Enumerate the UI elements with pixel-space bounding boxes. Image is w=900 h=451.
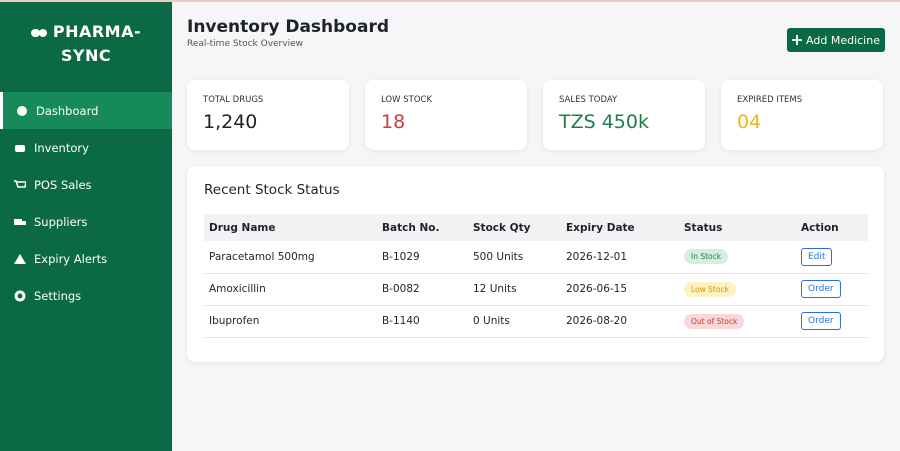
column-header: Batch No. <box>377 214 468 241</box>
nav-label: Suppliers <box>34 214 88 229</box>
brand-line: PHARMA- <box>0 20 172 44</box>
status-pill: Out of Stock <box>684 313 745 329</box>
stat-value: 18 <box>381 111 406 133</box>
column-header: Expiry Date <box>561 214 679 241</box>
table-cell: 2026-06-15 <box>561 273 679 306</box>
table-cell: Low Stock <box>679 273 796 306</box>
nav-item[interactable]: Expiry Alerts <box>0 240 172 277</box>
table-cell: B-1029 <box>377 241 468 274</box>
stat-label: Sales Today <box>559 95 618 105</box>
brand-text: SYNC <box>60 46 112 65</box>
table-cell: B-0082 <box>377 273 468 306</box>
column-header: Status <box>679 214 796 241</box>
table-row: Amoxicillin B-0082 12 Units 2026-06-15 Low S… <box>204 273 868 306</box>
nav-icon <box>14 253 26 264</box>
nav-label: POS Sales <box>34 177 92 192</box>
nav-label: Settings <box>34 288 82 303</box>
table-cell: 2026-08-20 <box>561 305 679 338</box>
nav-item[interactable]: Suppliers <box>0 203 172 240</box>
column-header: Stock Qty <box>468 214 561 241</box>
action-button[interactable]: Edit <box>801 247 833 266</box>
table-cell: Out of Stock <box>679 305 796 338</box>
column-header: Action <box>796 214 868 241</box>
table-cell: 12 Units <box>468 273 561 306</box>
page-subtitle: Real-time Stock Overview <box>187 39 303 49</box>
table-cell: 0 Units <box>468 305 561 338</box>
nav-item[interactable]: Inventory <box>0 129 172 166</box>
brand-text: PHARMA- <box>52 22 142 41</box>
table-cell: B-1140 <box>377 305 468 338</box>
stat-card: Low Stock 18 <box>365 80 527 150</box>
table-cell: Order <box>796 305 868 338</box>
table-cell: 2026-12-01 <box>561 241 679 274</box>
header-row: Drug Name Batch No. Stock Qty Expiry Date St… <box>204 214 868 241</box>
nav-icon <box>14 179 26 188</box>
add-button[interactable]: Add Medicine <box>787 28 885 52</box>
stat-card: Expired Items 04 <box>721 80 883 150</box>
nav-label: Inventory <box>34 140 89 155</box>
table-cell: Paracetamol 500mg <box>204 241 377 274</box>
brand: PHARMA- SYNC <box>0 20 172 68</box>
nav-icon <box>14 218 26 225</box>
nav-item[interactable]: POS Sales <box>0 166 172 203</box>
add-button-label: Add Medicine <box>806 33 880 47</box>
nav-item[interactable]: Dashboard <box>0 92 172 129</box>
logo-icon <box>30 29 47 37</box>
table-cell: Edit <box>796 241 868 274</box>
top-border <box>0 0 900 2</box>
stat-value: TZS 450k <box>559 111 649 133</box>
table-cell: Order <box>796 273 868 306</box>
table-row: Paracetamol 500mg B-1029 500 Units 2026-12-… <box>204 241 868 274</box>
table-cell: 500 Units <box>468 241 561 274</box>
stock-panel: Recent Stock Status Drug Name Batch No. St… <box>187 166 884 362</box>
table-row: Ibuprofen B-1140 0 Units 2026-08-20 Out of S… <box>204 305 868 338</box>
nav-item[interactable]: Settings <box>0 277 172 314</box>
stat-value: 1,240 <box>203 111 258 133</box>
panel-title: Recent Stock Status <box>204 182 340 198</box>
action-button[interactable]: Order <box>801 280 841 298</box>
nav-icon <box>15 144 25 152</box>
column-header: Drug Name <box>204 214 377 241</box>
action-button[interactable]: Order <box>801 312 841 330</box>
stat-label: Low Stock <box>381 95 433 105</box>
table-body: Paracetamol 500mg B-1029 500 Units 2026-12-… <box>204 241 868 338</box>
plus-icon <box>792 35 803 45</box>
table-cell: Amoxicillin <box>204 273 377 306</box>
brand-line: SYNC <box>0 44 172 68</box>
page-title: Inventory Dashboard <box>187 17 390 37</box>
stock-table: Drug Name Batch No. Stock Qty Expiry Date St… <box>204 214 868 338</box>
stat-card: Sales Today TZS 450k <box>543 80 705 150</box>
main: Inventory Dashboard Real-time Stock Over… <box>172 2 900 451</box>
stat-label: Expired Items <box>737 95 803 105</box>
nav-icon <box>17 105 27 116</box>
stat-label: Total Drugs <box>203 95 264 105</box>
nav-label: Dashboard <box>36 103 99 118</box>
status-pill: Low Stock <box>684 281 736 297</box>
sidebar: PHARMA- SYNC Dashboard Inventory POS Sales S… <box>0 2 172 451</box>
stat-card: Total Drugs 1,240 <box>187 80 349 150</box>
status-pill: In Stock <box>684 249 729 265</box>
table-cell: In Stock <box>679 241 796 274</box>
stat-value: 04 <box>737 111 762 133</box>
nav-icon <box>14 290 26 301</box>
nav-label: Expiry Alerts <box>34 251 108 266</box>
table-cell: Ibuprofen <box>204 305 377 338</box>
